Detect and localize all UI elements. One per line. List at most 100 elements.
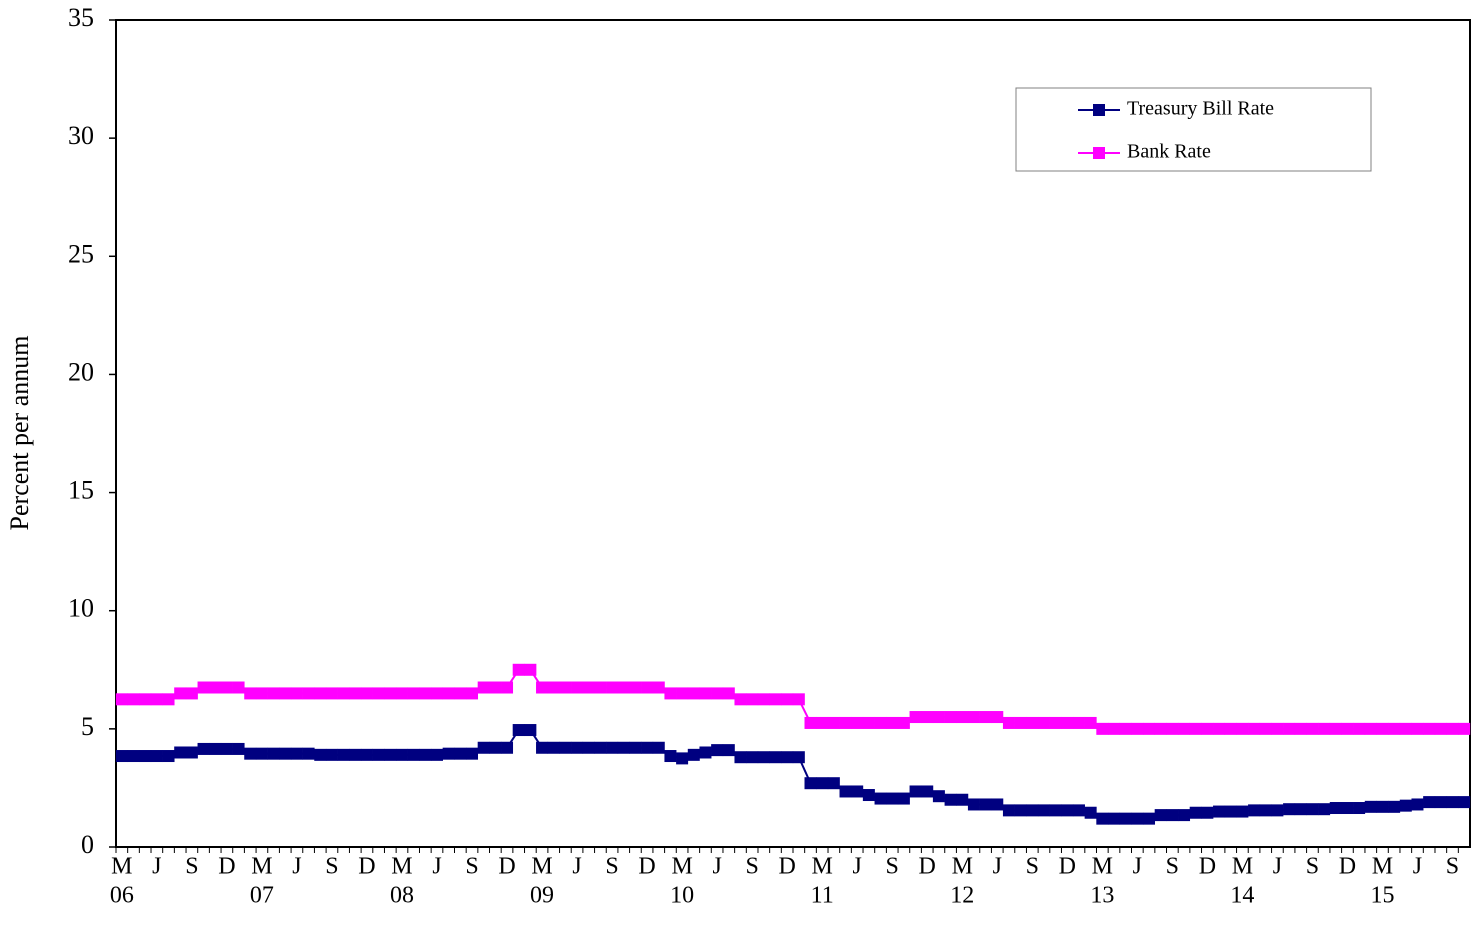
point-marker bbox=[477, 741, 490, 754]
x-tick-label: M bbox=[1092, 854, 1113, 880]
point-marker bbox=[162, 693, 175, 706]
point-marker bbox=[1236, 805, 1249, 818]
x-tick-label: J bbox=[1133, 854, 1142, 880]
point-marker bbox=[664, 687, 677, 700]
point-marker bbox=[1446, 722, 1459, 735]
point-marker bbox=[676, 687, 689, 700]
point-marker bbox=[524, 724, 537, 737]
point-marker bbox=[1154, 722, 1167, 735]
point-marker bbox=[757, 751, 770, 764]
point-marker bbox=[571, 741, 584, 754]
point-marker bbox=[769, 693, 782, 706]
point-marker bbox=[746, 751, 759, 764]
point-marker bbox=[1178, 722, 1191, 735]
point-marker bbox=[956, 711, 969, 724]
point-marker bbox=[1084, 716, 1097, 729]
point-marker bbox=[290, 747, 303, 760]
point-marker bbox=[967, 711, 980, 724]
point-marker bbox=[722, 744, 735, 757]
point-marker bbox=[979, 711, 992, 724]
point-marker bbox=[1353, 802, 1366, 815]
y-tick-label: 20 bbox=[68, 357, 94, 386]
x-tick-label: S bbox=[1446, 854, 1459, 880]
point-marker bbox=[489, 681, 502, 694]
point-marker bbox=[792, 693, 805, 706]
y-tick-label: 15 bbox=[68, 476, 94, 505]
point-marker bbox=[1306, 722, 1319, 735]
point-marker bbox=[1119, 812, 1132, 825]
point-marker bbox=[1376, 722, 1389, 735]
x-year-label: 08 bbox=[390, 883, 414, 909]
point-marker bbox=[314, 748, 327, 761]
point-marker bbox=[1329, 802, 1342, 815]
x-tick-label: J bbox=[152, 854, 161, 880]
point-marker bbox=[547, 741, 560, 754]
x-tick-label: S bbox=[745, 854, 758, 880]
point-marker bbox=[1294, 803, 1307, 816]
legend-marker bbox=[1093, 147, 1105, 159]
point-marker bbox=[127, 693, 140, 706]
point-marker bbox=[279, 747, 292, 760]
point-marker bbox=[1037, 716, 1050, 729]
point-marker bbox=[150, 693, 163, 706]
x-tick-label: M bbox=[671, 854, 692, 880]
point-marker bbox=[290, 687, 303, 700]
point-marker bbox=[1318, 722, 1331, 735]
point-marker bbox=[792, 751, 805, 764]
point-marker bbox=[536, 741, 549, 754]
y-tick-label: 5 bbox=[81, 712, 94, 741]
x-tick-label: J bbox=[292, 854, 301, 880]
point-marker bbox=[687, 748, 700, 761]
point-marker bbox=[244, 687, 257, 700]
point-marker bbox=[606, 741, 619, 754]
x-tick-label: D bbox=[1059, 854, 1076, 880]
point-marker bbox=[337, 687, 350, 700]
point-marker bbox=[127, 750, 140, 763]
x-tick-label: M bbox=[111, 854, 132, 880]
point-marker bbox=[851, 785, 864, 798]
point-marker bbox=[1399, 799, 1412, 812]
point-marker bbox=[1353, 722, 1366, 735]
point-marker bbox=[746, 693, 759, 706]
point-marker bbox=[979, 798, 992, 811]
point-marker bbox=[1002, 804, 1015, 817]
point-marker bbox=[255, 687, 268, 700]
point-marker bbox=[501, 741, 514, 754]
point-marker bbox=[909, 711, 922, 724]
point-marker bbox=[454, 687, 467, 700]
point-marker bbox=[676, 752, 689, 765]
point-marker bbox=[921, 785, 934, 798]
point-marker bbox=[897, 792, 910, 805]
point-marker bbox=[944, 711, 957, 724]
point-marker bbox=[372, 748, 385, 761]
point-marker bbox=[1061, 716, 1074, 729]
point-marker bbox=[407, 687, 420, 700]
point-marker bbox=[582, 741, 595, 754]
point-marker bbox=[1294, 722, 1307, 735]
x-tick-label: M bbox=[1232, 854, 1253, 880]
point-marker bbox=[489, 741, 502, 754]
legend-marker bbox=[1093, 104, 1105, 116]
y-tick-label: 30 bbox=[68, 121, 94, 150]
point-marker bbox=[571, 681, 584, 694]
point-marker bbox=[325, 748, 338, 761]
x-tick-label: S bbox=[886, 854, 899, 880]
point-marker bbox=[641, 741, 654, 754]
point-marker bbox=[594, 741, 607, 754]
point-marker bbox=[827, 777, 840, 790]
x-tick-label: J bbox=[1273, 854, 1282, 880]
point-marker bbox=[1376, 800, 1389, 813]
point-marker bbox=[559, 741, 572, 754]
point-marker bbox=[1049, 716, 1062, 729]
point-marker bbox=[862, 716, 875, 729]
point-marker bbox=[174, 746, 187, 759]
point-marker bbox=[1049, 804, 1062, 817]
point-marker bbox=[1411, 722, 1424, 735]
point-marker bbox=[1259, 722, 1272, 735]
point-marker bbox=[652, 741, 665, 754]
point-marker bbox=[909, 785, 922, 798]
point-marker bbox=[384, 748, 397, 761]
point-marker bbox=[664, 750, 677, 763]
point-marker bbox=[466, 747, 479, 760]
point-marker bbox=[1341, 802, 1354, 815]
